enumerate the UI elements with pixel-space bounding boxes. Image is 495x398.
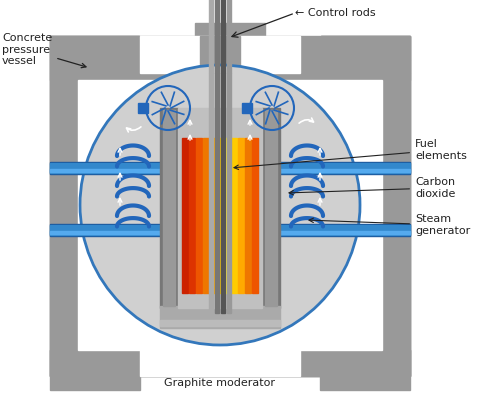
Bar xyxy=(203,138,209,293)
Bar xyxy=(320,350,410,390)
Bar xyxy=(238,138,244,293)
Bar xyxy=(140,36,300,73)
Bar xyxy=(320,36,410,60)
Bar xyxy=(50,350,410,376)
Bar xyxy=(221,0,225,73)
Bar xyxy=(215,73,219,313)
Bar xyxy=(50,350,410,376)
Text: ← Control rods: ← Control rods xyxy=(295,8,376,18)
Bar xyxy=(196,138,202,293)
Bar xyxy=(50,36,410,73)
Bar xyxy=(160,320,280,326)
Bar xyxy=(231,138,237,293)
Bar xyxy=(265,110,277,306)
Bar xyxy=(320,350,410,376)
Bar xyxy=(209,0,213,73)
Bar xyxy=(50,224,410,236)
Bar xyxy=(140,350,300,376)
Bar xyxy=(217,138,223,293)
Bar xyxy=(382,73,410,350)
Bar xyxy=(50,169,410,172)
Bar xyxy=(160,108,178,308)
Bar xyxy=(178,108,262,308)
Bar xyxy=(50,36,410,376)
Bar xyxy=(242,103,252,113)
Bar xyxy=(382,60,410,350)
Bar xyxy=(227,0,231,73)
Bar xyxy=(262,108,280,308)
Bar xyxy=(215,0,219,73)
Bar xyxy=(78,80,382,350)
Bar xyxy=(50,162,410,174)
Text: Steam
generator: Steam generator xyxy=(309,214,470,236)
Circle shape xyxy=(80,65,360,345)
Bar xyxy=(195,23,265,60)
Bar xyxy=(50,225,410,235)
Bar xyxy=(50,350,140,376)
Text: Graphite moderator: Graphite moderator xyxy=(164,378,276,388)
Bar xyxy=(245,138,251,293)
Bar xyxy=(78,60,382,350)
Bar xyxy=(163,110,175,306)
Bar xyxy=(252,138,258,293)
Bar xyxy=(50,163,410,173)
Bar xyxy=(140,36,320,60)
Bar xyxy=(182,138,188,293)
Bar xyxy=(50,60,78,350)
Bar xyxy=(138,103,148,113)
Bar xyxy=(78,73,382,350)
Bar xyxy=(227,73,231,313)
Text: Concrete
pressure
vessel: Concrete pressure vessel xyxy=(2,33,86,68)
Bar xyxy=(140,23,320,60)
Bar xyxy=(50,73,78,350)
Bar xyxy=(50,36,140,60)
Bar xyxy=(224,138,230,293)
Bar xyxy=(50,231,410,234)
Text: Fuel
elements: Fuel elements xyxy=(234,139,467,170)
Bar xyxy=(50,36,410,80)
Bar xyxy=(210,138,216,293)
Bar xyxy=(200,36,240,73)
Bar xyxy=(189,138,195,293)
Bar xyxy=(221,73,225,313)
Bar xyxy=(209,73,213,313)
Text: Carbon
dioxide: Carbon dioxide xyxy=(289,177,455,199)
Bar xyxy=(50,350,140,390)
Bar xyxy=(160,306,280,328)
